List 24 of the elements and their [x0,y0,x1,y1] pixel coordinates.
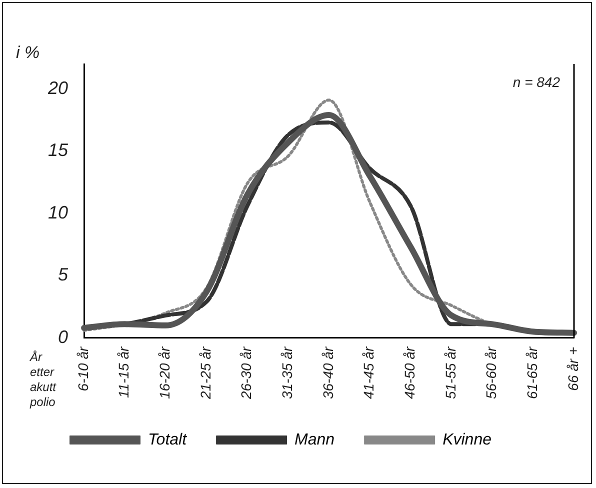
x-tick-label: 6-10 år [74,346,91,392]
annotation: n = 842 [512,74,560,90]
x-tick-label: 16-20 år [156,346,173,400]
x-tick-label: 21-25 år [197,346,214,400]
x-tick-label: 51-55 år [442,346,458,400]
x-tick-label: 61-65 år [524,346,540,400]
x-tick-label: 36-40 år [320,346,336,400]
y-tick-label: 0 [58,326,68,347]
y-tick-label: 10 [48,202,68,222]
x-tick-label: 66 år + [564,346,581,391]
legend-label: Kvinne [442,431,492,448]
x-tick-label: 26-30 år [238,346,254,400]
y-tick-label: 5 [58,264,70,285]
y-axis-title: i % [16,43,40,62]
x-axis-title: År etter akutt polio [29,350,57,410]
x-tick-label: 41-45 år [360,346,377,400]
legend-label: Mann [294,431,335,448]
x-tick-label: 11-15 år [116,346,132,398]
legend-label: Totalt [148,431,188,448]
x-tick-label: 31-35 år [279,346,296,400]
x-tick-label: 56-60 år [483,346,500,400]
y-tick-label: 15 [48,140,69,160]
y-tick-label: 20 [46,78,68,98]
x-tick-label: 46-50 år [402,346,418,400]
